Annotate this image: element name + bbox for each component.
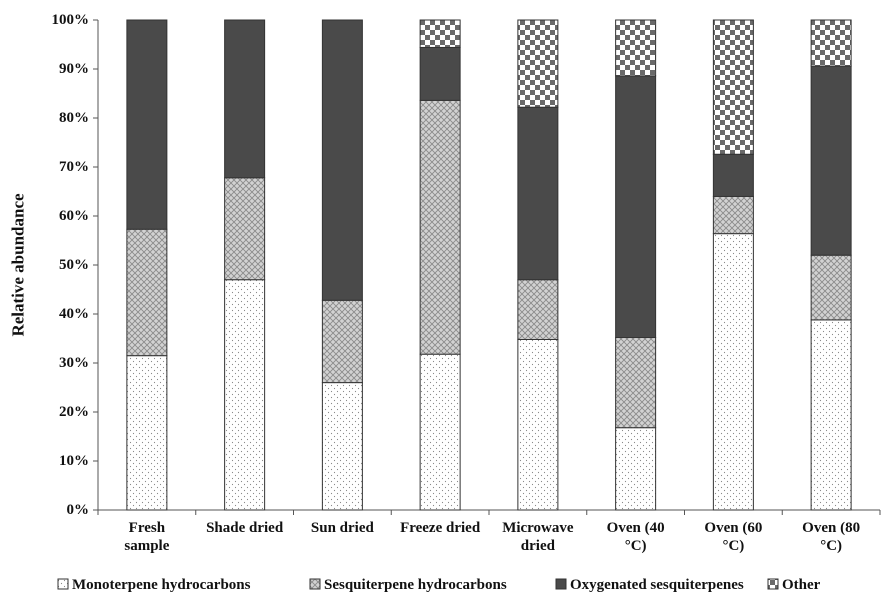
bar-segment-other — [810, 19, 852, 67]
bar-segment-oxygenated-sesquiterpenes — [712, 153, 754, 197]
legend-item-other: Other — [767, 577, 821, 593]
bar-segment-oxygenated-sesquiterpenes — [615, 75, 657, 339]
bar-segment-sesquiterpene-hydrocarbons — [712, 195, 754, 235]
y-tick-label: 20% — [59, 404, 89, 420]
y-tick-label: 50% — [59, 257, 89, 273]
bar-segment-other — [517, 19, 559, 108]
bar-segment-monoterpene-hydrocarbons — [712, 233, 754, 511]
legend-swatch — [57, 578, 69, 590]
x-tick-label: Fresh sample — [124, 520, 169, 554]
y-tick-label: 0% — [67, 502, 90, 518]
x-tick-label: Oven (60 °C) — [704, 520, 762, 554]
bar-segment-oxygenated-sesquiterpenes — [321, 19, 363, 301]
x-tick-label: Sun dried — [311, 520, 375, 536]
bar-segment-monoterpene-hydrocarbons — [615, 427, 657, 511]
bar-segment-sesquiterpene-hydrocarbons — [419, 99, 461, 355]
legend-item-monoterpene-hydrocarbons: Monoterpene hydrocarbons — [57, 577, 251, 593]
bar-segment-oxygenated-sesquiterpenes — [810, 65, 852, 256]
y-tick-label: 100% — [52, 12, 90, 28]
bar-segment-oxygenated-sesquiterpenes — [224, 19, 266, 179]
plot-area: 0% 10% 20% 30% 40% 50% 60% 70% 80% 90% 100% Fresh sa… — [52, 12, 881, 554]
bar-segment-sesquiterpene-hydrocarbons — [224, 177, 266, 281]
y-tick-label: 10% — [59, 453, 89, 469]
x-tick-label: Oven (80 °C) — [802, 520, 860, 554]
legend-label: Sesquiterpene hydrocarbons — [324, 577, 507, 593]
bar-segment-oxygenated-sesquiterpenes — [419, 46, 461, 101]
bar-segment-sesquiterpene-hydrocarbons — [615, 337, 657, 429]
legend-item-sesquiterpene-hydrocarbons: Sesquiterpene hydrocarbons — [309, 577, 507, 593]
bar-segment-oxygenated-sesquiterpenes — [517, 106, 559, 281]
legend-swatch — [309, 578, 321, 590]
bar-segment-monoterpene-hydrocarbons — [321, 382, 363, 511]
x-tick-label: Microwave dried — [502, 520, 574, 554]
x-tick-label: Freeze dried — [400, 520, 481, 536]
bar-segment-sesquiterpene-hydrocarbons — [321, 299, 363, 384]
bar-segment-sesquiterpene-hydrocarbons — [810, 254, 852, 321]
legend-swatch — [767, 578, 779, 590]
bar-segment-sesquiterpene-hydrocarbons — [126, 228, 168, 357]
y-tick-label: 40% — [59, 306, 89, 322]
bar-segment-other — [615, 19, 657, 77]
legend-label: Other — [782, 577, 821, 593]
bar-segment-monoterpene-hydrocarbons — [419, 353, 461, 511]
y-tick-label: 70% — [59, 159, 89, 175]
legend: Monoterpene hydrocarbons Sesquiterpene hy… — [57, 577, 821, 593]
bar-segment-other — [419, 19, 461, 48]
x-tick-label: Oven (40 °C) — [607, 520, 665, 554]
bar-segment-other — [712, 19, 754, 155]
bar-segment-sesquiterpene-hydrocarbons — [517, 279, 559, 340]
y-tick-label: 60% — [59, 208, 89, 224]
bar-segment-monoterpene-hydrocarbons — [810, 319, 852, 511]
bar-segment-monoterpene-hydrocarbons — [517, 338, 559, 511]
bar-segment-monoterpene-hydrocarbons — [224, 279, 266, 511]
x-tick-label: Shade dried — [206, 520, 284, 536]
legend-label: Oxygenated sesquiterpenes — [570, 577, 744, 593]
y-tick-label: 80% — [59, 110, 89, 126]
y-axis-title: Relative abundance — [9, 193, 28, 337]
bar-segment-oxygenated-sesquiterpenes — [126, 19, 168, 230]
bar-segment-monoterpene-hydrocarbons — [126, 355, 168, 511]
y-tick-label: 90% — [59, 61, 89, 77]
legend-item-oxygenated-sesquiterpenes: Oxygenated sesquiterpenes — [555, 577, 744, 593]
y-tick-label: 30% — [59, 355, 89, 371]
legend-swatch — [555, 578, 567, 590]
legend-label: Monoterpene hydrocarbons — [72, 577, 251, 593]
